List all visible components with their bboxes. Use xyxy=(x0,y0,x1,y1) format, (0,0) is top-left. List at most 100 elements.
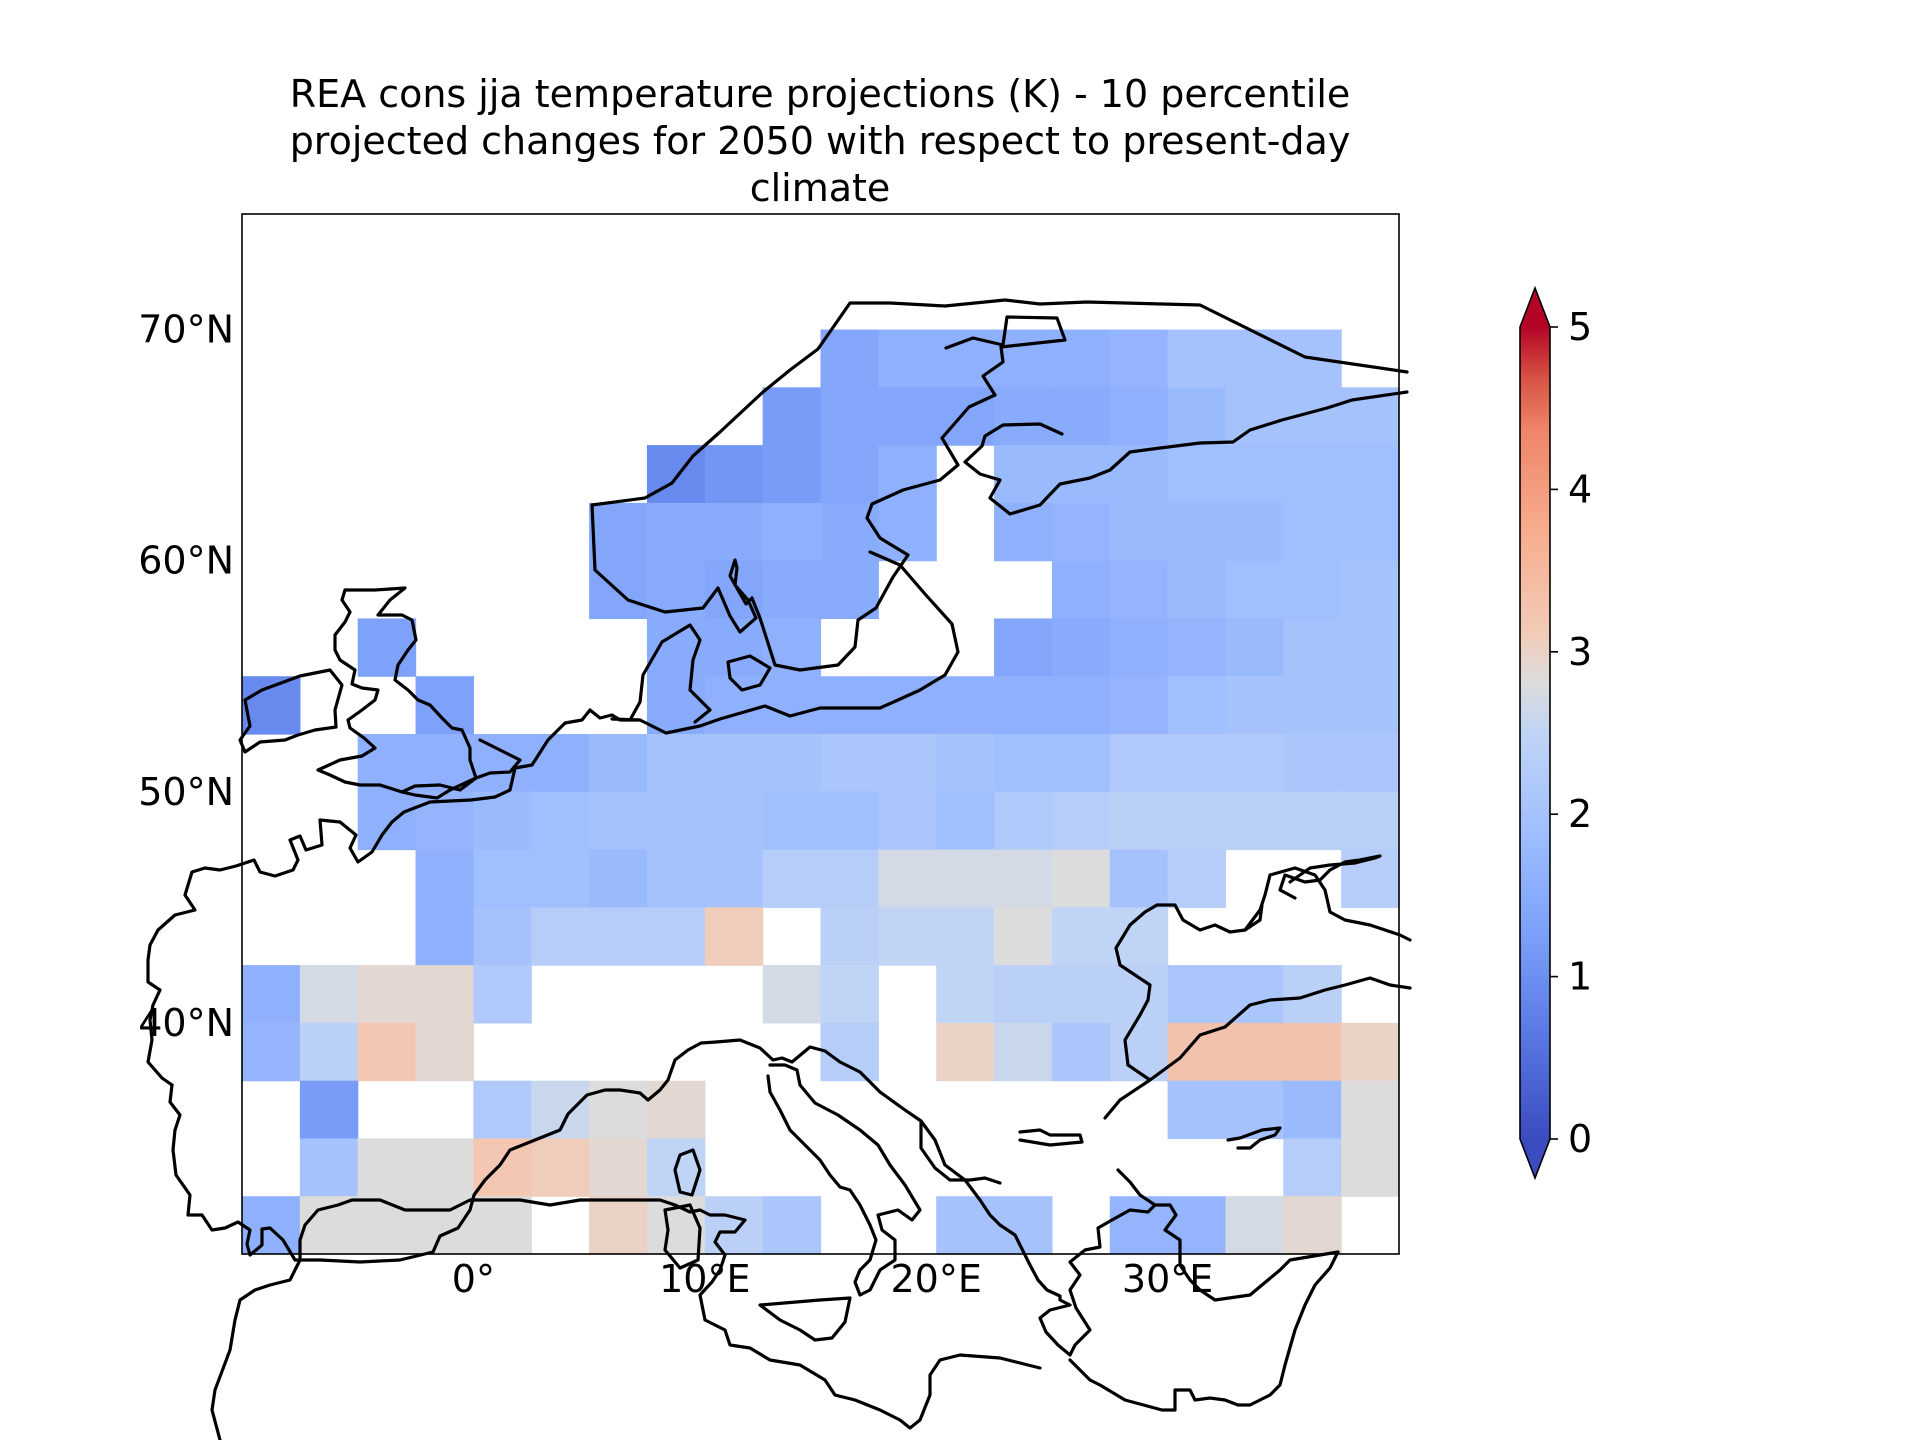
grid-cell xyxy=(531,907,590,966)
coast-italy xyxy=(766,1063,922,1297)
grid-cell xyxy=(820,907,879,966)
grid-cell xyxy=(646,734,706,793)
grid-cell xyxy=(1109,387,1169,446)
grid-cell xyxy=(1283,1138,1342,1197)
grid-cell xyxy=(473,1080,532,1140)
grid-cell xyxy=(1167,560,1227,620)
grid-cell xyxy=(1225,387,1284,446)
grid-cell xyxy=(994,907,1053,966)
grid-cell xyxy=(878,734,937,793)
lat-tick-label: 60°N xyxy=(138,539,234,583)
coast-corsica xyxy=(673,1148,702,1197)
grid-cell xyxy=(936,907,995,966)
grid-cell xyxy=(415,1196,474,1255)
grid-cell xyxy=(936,676,995,735)
title-line-1: REA cons jja temperature projections (K)… xyxy=(290,72,1351,116)
grid-cell xyxy=(1109,618,1169,677)
grid-cell xyxy=(299,1022,359,1082)
grid-cell xyxy=(820,1022,879,1082)
grid-cell xyxy=(473,791,532,851)
grid-cell xyxy=(762,791,822,851)
grid-cell xyxy=(1283,560,1342,620)
grid-cell xyxy=(704,791,764,851)
coast-cyprus xyxy=(1226,1126,1282,1150)
grid-cell xyxy=(1225,445,1284,504)
grid-cell xyxy=(878,791,937,851)
grid-cell xyxy=(1341,502,1400,562)
grid-cell xyxy=(1051,618,1111,677)
grid-cell xyxy=(357,965,417,1024)
grid-cell xyxy=(299,965,359,1024)
grid-cell xyxy=(762,676,822,735)
grid-cell xyxy=(1167,1080,1227,1140)
grid-cell xyxy=(415,907,474,966)
grid-cell xyxy=(878,849,937,908)
grid-cell xyxy=(1051,560,1111,620)
lon-tick-labels: 0° 10°E 20°E 30°E xyxy=(452,1257,1213,1301)
grid-cell xyxy=(820,965,879,1024)
grid-cell xyxy=(994,445,1053,504)
grid-cell xyxy=(704,734,764,793)
grid-cell xyxy=(704,560,764,620)
grid-cell xyxy=(878,445,937,504)
figure-title: REA cons jja temperature projections (K)… xyxy=(290,72,1351,210)
grid-cell xyxy=(1167,1196,1227,1255)
grid-cell xyxy=(1167,965,1227,1024)
colorbar-tick-label: 4 xyxy=(1568,467,1592,511)
grid-cell xyxy=(1051,1022,1111,1082)
grid-cell xyxy=(994,387,1053,446)
grid-cell xyxy=(1167,676,1227,735)
grid-cell xyxy=(357,1138,417,1197)
grid-cell xyxy=(820,791,879,851)
grid-cell xyxy=(1109,676,1169,735)
grid-cell xyxy=(994,502,1053,562)
grid-cell xyxy=(589,849,648,908)
grid-cell xyxy=(1283,676,1342,735)
grid-cell xyxy=(878,387,937,446)
grid-cell xyxy=(589,1138,648,1197)
coast-denmark xyxy=(628,623,712,724)
grid-cell xyxy=(994,618,1053,677)
grid-cell xyxy=(1341,1022,1400,1082)
coast-black-sea xyxy=(1114,866,1412,1082)
grid-cell xyxy=(531,791,590,851)
grid-cell xyxy=(994,1196,1053,1255)
grid-cell xyxy=(1225,734,1284,793)
grid-cell xyxy=(704,618,764,677)
lon-tick-label: 30°E xyxy=(1122,1257,1213,1301)
grid-cell xyxy=(936,791,995,851)
lat-tick-label: 40°N xyxy=(138,1001,234,1045)
grid-cell xyxy=(936,1196,995,1255)
grid-cell xyxy=(1225,560,1284,620)
grid-cell xyxy=(1341,618,1400,677)
grid-cell xyxy=(1109,329,1169,388)
coast-balkans xyxy=(919,1119,1157,1357)
grid-cell xyxy=(646,907,706,966)
grid-cell xyxy=(1167,618,1227,677)
grid-cell xyxy=(994,849,1053,908)
grid-cell xyxy=(820,445,879,504)
title-line-2: projected changes for 2050 with respect … xyxy=(290,119,1351,163)
grid-cell xyxy=(1341,1080,1400,1140)
grid-cell xyxy=(357,1196,417,1255)
grid-cell xyxy=(936,849,995,908)
grid-cell xyxy=(1225,1022,1284,1082)
grid-cell xyxy=(1051,734,1111,793)
projection-grid-cells xyxy=(242,329,1400,1255)
grid-cell xyxy=(473,1138,532,1197)
grid-cell xyxy=(1167,1022,1227,1082)
grid-cell xyxy=(415,1138,474,1197)
grid-cell xyxy=(415,965,474,1024)
coast-gulf-lion-italy xyxy=(738,1038,1002,1185)
grid-cell xyxy=(1283,791,1342,851)
grid-cell xyxy=(994,1022,1053,1082)
grid-cell xyxy=(473,734,532,793)
grid-cell xyxy=(299,1138,359,1197)
grid-cell xyxy=(704,445,764,504)
grid-cell xyxy=(1167,502,1227,562)
coast-levant xyxy=(1068,1250,1340,1412)
grid-cell xyxy=(646,849,706,908)
colorbar-extend-min xyxy=(1520,1139,1550,1178)
grid-cell xyxy=(1109,445,1169,504)
